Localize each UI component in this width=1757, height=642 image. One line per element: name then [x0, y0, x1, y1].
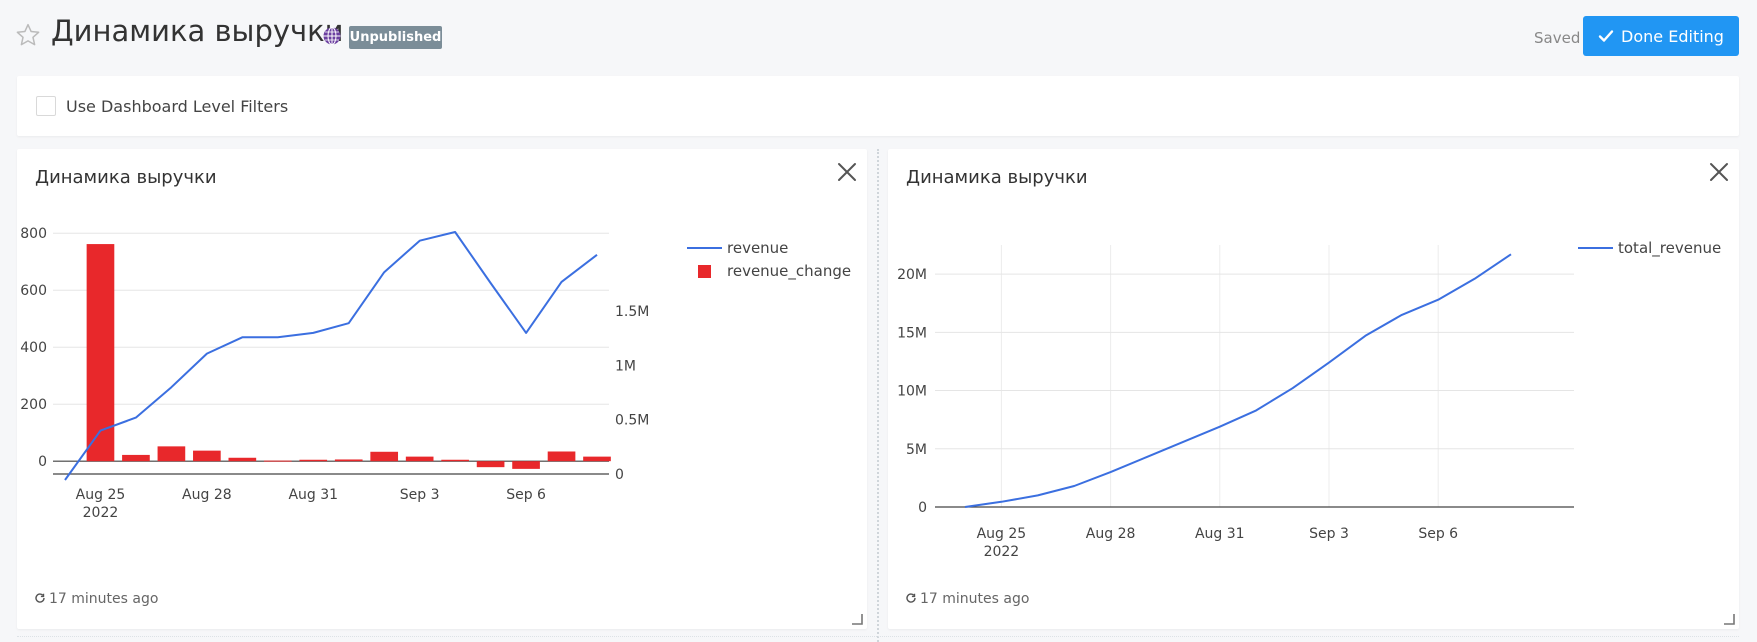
bar-revenue-change: [583, 456, 611, 462]
y-right-tick-label: 1M: [615, 358, 636, 374]
star-icon[interactable]: [15, 22, 41, 48]
filters-panel: Use Dashboard Level Filters: [17, 76, 1739, 136]
y-tick-label: 10M: [897, 384, 927, 400]
refresh-icon: [906, 593, 916, 603]
column-divider: [877, 149, 881, 642]
bar-revenue-change: [547, 451, 576, 462]
legend-swatch-revenue-change: [698, 265, 711, 278]
grid-guide: [17, 636, 1739, 639]
refresh-icon: [35, 593, 45, 603]
x-tick-label: Aug 28: [1086, 526, 1136, 542]
close-icon[interactable]: [836, 161, 858, 183]
bar-revenue-change: [299, 459, 328, 462]
y-right-tick-label: 1.5M: [615, 304, 649, 320]
line-revenue: [64, 231, 598, 481]
done-editing-label: Done Editing: [1621, 26, 1724, 46]
total-revenue-line-chart: 0 5M 10M 15M 20M Aug 25 2022 Aug 28 Aug 31 Sep 3 S…: [897, 239, 1721, 560]
x-tick-label: Aug 28: [182, 487, 232, 503]
legend-label-revenue-change: revenue_change: [727, 262, 851, 281]
dashboard-filters-label[interactable]: Use Dashboard Level Filters: [66, 97, 289, 116]
updated-time: 17 minutes ago: [49, 591, 159, 607]
bar-revenue-change: [476, 461, 505, 468]
bar-revenue-change: [405, 456, 434, 462]
updated-time: 17 minutes ago: [920, 591, 1030, 607]
y-left-tick-label: 0: [38, 454, 47, 470]
widget-revenue-dynamics-1: Динамика выручки 0 200 400 600 800 0 0.5M 1M 1.5…: [17, 149, 867, 629]
bar-revenue-change: [512, 461, 540, 469]
y-tick-label: 20M: [897, 267, 927, 283]
dashboard-title[interactable]: Динамика выручки: [51, 14, 344, 48]
widget-title[interactable]: Динамика выручки: [35, 167, 217, 188]
y-tick-label: 15M: [897, 325, 927, 341]
y-left-tick-label: 800: [20, 226, 47, 242]
revenue-combo-chart: 0 200 400 600 800 0 0.5M 1M 1.5M Aug 25 2022 Aug 28…: [20, 226, 851, 521]
dashboard-filters-checkbox[interactable]: [36, 96, 56, 116]
x-tick-label: Aug 31: [288, 487, 338, 503]
x-tick-label: Sep 6: [506, 487, 546, 503]
resize-handle-icon[interactable]: [1723, 613, 1735, 625]
legend-label-total-revenue: total_revenue: [1618, 239, 1721, 258]
bar-revenue-change: [370, 451, 399, 462]
bar-revenue-change: [157, 446, 186, 462]
globe-icon: [323, 27, 341, 45]
bar-revenue-change: [263, 460, 292, 462]
y-left-tick-label: 200: [20, 397, 47, 413]
x-tick-label: Aug 25: [76, 487, 126, 503]
x-tick-label: Sep 3: [1309, 526, 1349, 542]
dashboard-header: Динамика выручки Unpublished Saved Done …: [0, 0, 1757, 74]
y-right-tick-label: 0.5M: [615, 413, 649, 429]
unpublished-badge[interactable]: Unpublished: [349, 26, 442, 49]
x-tick-label: Sep 6: [1418, 526, 1458, 542]
resize-handle-icon[interactable]: [851, 613, 863, 625]
y-tick-label: 0: [918, 500, 927, 516]
refresh-status[interactable]: 17 minutes ago: [34, 591, 158, 607]
refresh-status[interactable]: 17 minutes ago: [905, 591, 1029, 607]
y-left-tick-label: 400: [20, 340, 47, 356]
x-tick-label: Aug 25: [977, 526, 1027, 542]
widget-revenue-dynamics-2: Динамика выручки 0 5M 10M 15M 20M Aug 25 2022 A…: [888, 149, 1739, 629]
y-tick-label: 5M: [906, 442, 927, 458]
line-total-revenue: [964, 253, 1512, 508]
bar-revenue-change: [86, 244, 115, 462]
bar-revenue-change: [193, 450, 221, 462]
legend-label-revenue: revenue: [727, 239, 788, 257]
x-tick-label: Sep 3: [400, 487, 440, 503]
x-tick-sublabel: 2022: [83, 505, 119, 521]
bar-revenue-change: [122, 454, 150, 462]
done-editing-button[interactable]: Done Editing: [1583, 16, 1739, 56]
check-icon: [1598, 30, 1614, 42]
bar-revenue-change: [228, 457, 257, 462]
x-tick-label: Aug 31: [1195, 526, 1245, 542]
y-left-tick-label: 600: [20, 283, 47, 299]
close-icon[interactable]: [1708, 161, 1730, 183]
bar-revenue-change: [441, 459, 469, 462]
bar-revenue-change: [334, 459, 363, 462]
x-tick-sublabel: 2022: [984, 544, 1020, 560]
widget-title[interactable]: Динамика выручки: [906, 167, 1088, 188]
y-right-tick-label: 0: [615, 467, 624, 483]
saved-status: Saved: [1534, 29, 1581, 47]
